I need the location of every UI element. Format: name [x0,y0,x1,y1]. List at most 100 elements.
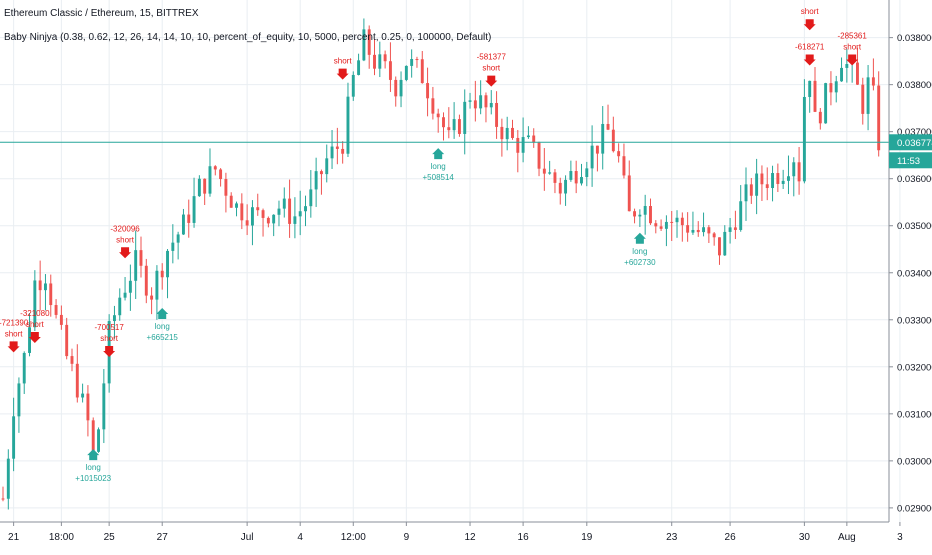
candle-body [240,203,244,221]
candle-body [309,189,313,207]
time-tick-label: 25 [104,532,116,543]
candle-body [808,80,812,97]
short-label: short [801,7,820,16]
candle-body [696,229,700,233]
candle-body [351,74,355,97]
price-tick-label: 0.03100000 [897,409,932,420]
candle-body [415,59,419,61]
short-value: -721390 [0,318,29,327]
candle-body [298,211,302,217]
candle-body [266,217,270,224]
candle-body [702,227,706,233]
grid [0,0,901,522]
candle-body [128,280,132,293]
candle-body [28,327,31,353]
study-legend[interactable]: Baby Ninjya (0.38, 0.62, 12, 26, 14, 14,… [4,32,492,43]
short-arrow-icon [103,346,116,358]
candle-body [553,172,557,183]
candle-body [489,102,493,108]
candle-body [484,95,488,108]
candle-body [733,227,737,230]
price-axis[interactable]: 0.03800000 0.03800000 0.03700000 0.03600000… [889,33,932,514]
candle-body [479,95,483,109]
candle-body [203,178,207,194]
candle-body [824,83,828,124]
candle-body [877,85,881,151]
candle-body [277,208,281,215]
candle-body [261,210,265,218]
time-tick-label: 12:00 [341,532,366,543]
time-tick-label: 3 [897,532,903,543]
candle-body [649,206,652,224]
candle-body [197,178,201,197]
candle-body [112,315,116,322]
candle-body [718,237,721,256]
short-arrow-icon [28,331,41,343]
candle-body [436,113,440,118]
candle-body [638,214,642,217]
candle-body [505,127,509,140]
candle-body [861,84,865,114]
candle-body [410,59,414,66]
time-tick-label: Aug [838,532,856,543]
candle-body [224,179,228,196]
candle-body [171,242,175,251]
short-value: -321080 [20,309,50,318]
candle-body [346,96,350,154]
time-tick-label: 4 [297,532,303,543]
candle-body [187,214,191,223]
short-label: short [482,64,501,73]
candle-body [707,227,711,234]
candle-body [548,172,552,174]
time-tick-label: 27 [157,532,169,543]
time-tick-label: 21 [8,532,20,543]
candle-body [675,217,679,223]
candle-body [680,217,684,226]
trade-markers: short-721390short-321080short-700517shor… [0,7,867,483]
short-marker: short -581377 [477,53,506,87]
symbol-title: Ethereum Classic / Ethereum, 15, BITTREX [4,8,199,19]
candle-body [664,221,668,229]
candle-body [86,393,90,421]
short-arrow-icon [336,68,349,80]
price-tick-label: 0.03800000 [897,80,932,91]
candle-body [304,206,307,212]
candle-body [500,126,504,140]
candle-body [442,117,445,128]
candle-body [760,173,764,185]
candle-body [866,77,870,114]
candle-body [627,175,631,212]
candle-body [282,198,286,209]
candle-body [659,226,663,229]
candle-body [373,54,376,69]
candle-body [367,29,371,55]
candle-body [6,458,10,499]
short-arrow-icon [485,75,498,87]
time-tick-label: 18:00 [49,532,74,543]
candle-body [686,225,690,233]
candle-body [845,64,849,68]
candle-body [229,195,233,208]
candle-body [144,265,148,296]
candle-body [54,305,58,315]
short-marker: short [334,57,352,80]
candle-body [97,429,100,452]
candle-body [394,79,398,97]
long-marker: long +602730 [624,232,656,267]
candle-body [192,196,196,223]
long-label: long [86,463,101,472]
candle-body [426,83,430,99]
candle-body [787,176,790,181]
price-tick-label: 0.03600000 [897,174,932,185]
candle-body [399,79,403,97]
candle-body [75,363,79,398]
short-marker: -618271 [795,42,825,66]
short-arrow-icon [119,247,132,259]
candle-body [65,324,69,357]
candle-body [288,198,292,224]
candle-body [457,119,461,134]
price-tick-label: 0.03000000 [897,456,932,467]
